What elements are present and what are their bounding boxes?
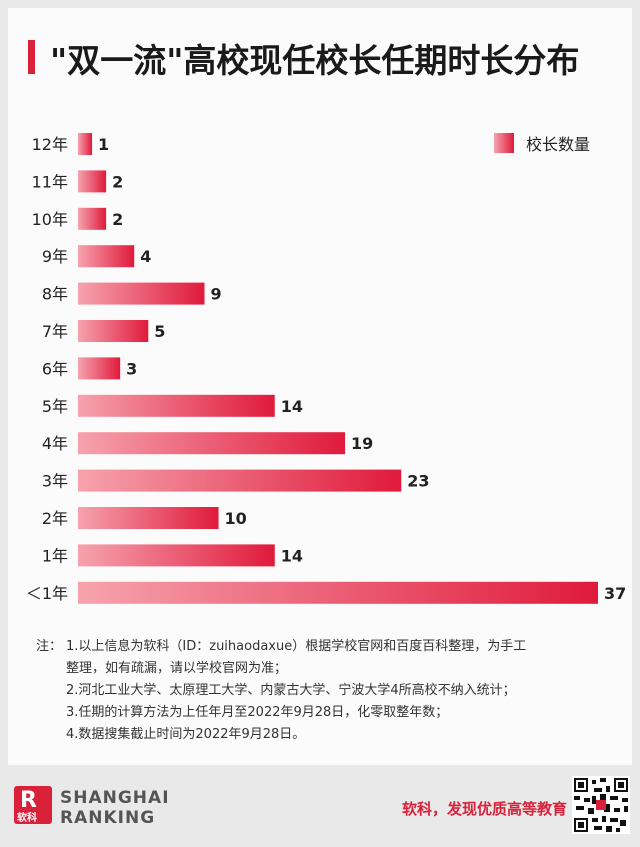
note-line: 整理，如有疏漏，请以学校官网为准； [66, 661, 288, 676]
bar [78, 544, 275, 567]
bar [78, 282, 205, 305]
slogan: 软科，发现优质高等教育 [402, 800, 568, 818]
shanghai-ranking-logo: R 软科 [14, 786, 52, 824]
data-label: 37 [604, 584, 626, 603]
y-tick-label: 9年 [42, 247, 68, 266]
infographic-card [8, 8, 632, 765]
title-accent-bar [28, 40, 35, 74]
bar-chart: 12年 1 11年 2 10年 2 9年 4 8年 9 7年 5 6年 3 5年 14 4年 19 3年 23 2年 10… [26, 133, 626, 604]
data-label: 5 [154, 322, 165, 341]
y-tick-label: 10年 [32, 210, 68, 229]
data-label: 1 [98, 135, 109, 154]
data-label: 14 [281, 397, 303, 416]
bar [78, 357, 121, 380]
y-tick-label: 3年 [42, 472, 68, 491]
footer: R 软科 SHANGHAI RANKING 软科，发现优质高等教育 [0, 766, 640, 847]
data-label: 23 [407, 472, 429, 491]
bar [78, 507, 219, 529]
data-label: 10 [225, 509, 247, 528]
data-label: 14 [281, 546, 303, 565]
bar [78, 320, 149, 342]
brand-line-2: RANKING [60, 808, 156, 828]
note-line: 1.以上信息为软科（ID：zuihaodaxue）根据学校官网和百度百科整理，为… [66, 639, 527, 654]
bar [78, 170, 107, 193]
bar [78, 581, 598, 604]
bar [78, 133, 93, 155]
y-tick-label: 6年 [42, 359, 68, 378]
note-line: 4.数据搜集截止时间为2022年9月28日。 [66, 727, 306, 742]
bar [78, 245, 135, 268]
data-label: 9 [210, 285, 221, 304]
y-tick-label: 1年 [42, 546, 68, 565]
bar [78, 432, 346, 455]
qr-code-icon [572, 776, 630, 834]
data-label: 2 [112, 172, 123, 191]
page-title: "双一流"高校现任校长任期时长分布 [50, 41, 580, 80]
notes-block: 注： 1.以上信息为软科（ID：zuihaodaxue）根据学校官网和百度百科整… [36, 636, 626, 746]
legend-label: 校长数量 [526, 135, 590, 154]
note-line: 2.河北工业大学、太原理工大学、内蒙古大学、宁波大学4所高校不纳入统计； [66, 683, 516, 698]
y-tick-label: ＜1年 [26, 584, 68, 603]
y-tick-label: 4年 [42, 434, 68, 453]
data-label: 3 [126, 359, 137, 378]
y-tick-label: 12年 [32, 135, 68, 154]
bar [78, 469, 402, 492]
y-tick-label: 11年 [32, 172, 68, 191]
chart-legend: 校长数量 [494, 133, 590, 154]
note-line: 3.任期的计算方法为上任年月至2022年9月28日，化零取整年数； [66, 705, 449, 720]
brand-line-1: SHANGHAI [60, 788, 170, 808]
y-tick-label: 2年 [42, 509, 68, 528]
y-tick-label: 7年 [42, 322, 68, 341]
logo-text: 软科 [17, 813, 37, 824]
notes-label: 注： [36, 639, 63, 654]
bar [78, 394, 275, 417]
logo-mark: R [20, 788, 37, 813]
data-label: 19 [351, 434, 373, 453]
data-label: 4 [140, 247, 151, 266]
y-tick-label: 5年 [42, 397, 68, 416]
bar [78, 207, 107, 230]
legend-swatch [494, 133, 514, 153]
data-label: 2 [112, 210, 123, 229]
y-tick-label: 8年 [42, 285, 68, 304]
